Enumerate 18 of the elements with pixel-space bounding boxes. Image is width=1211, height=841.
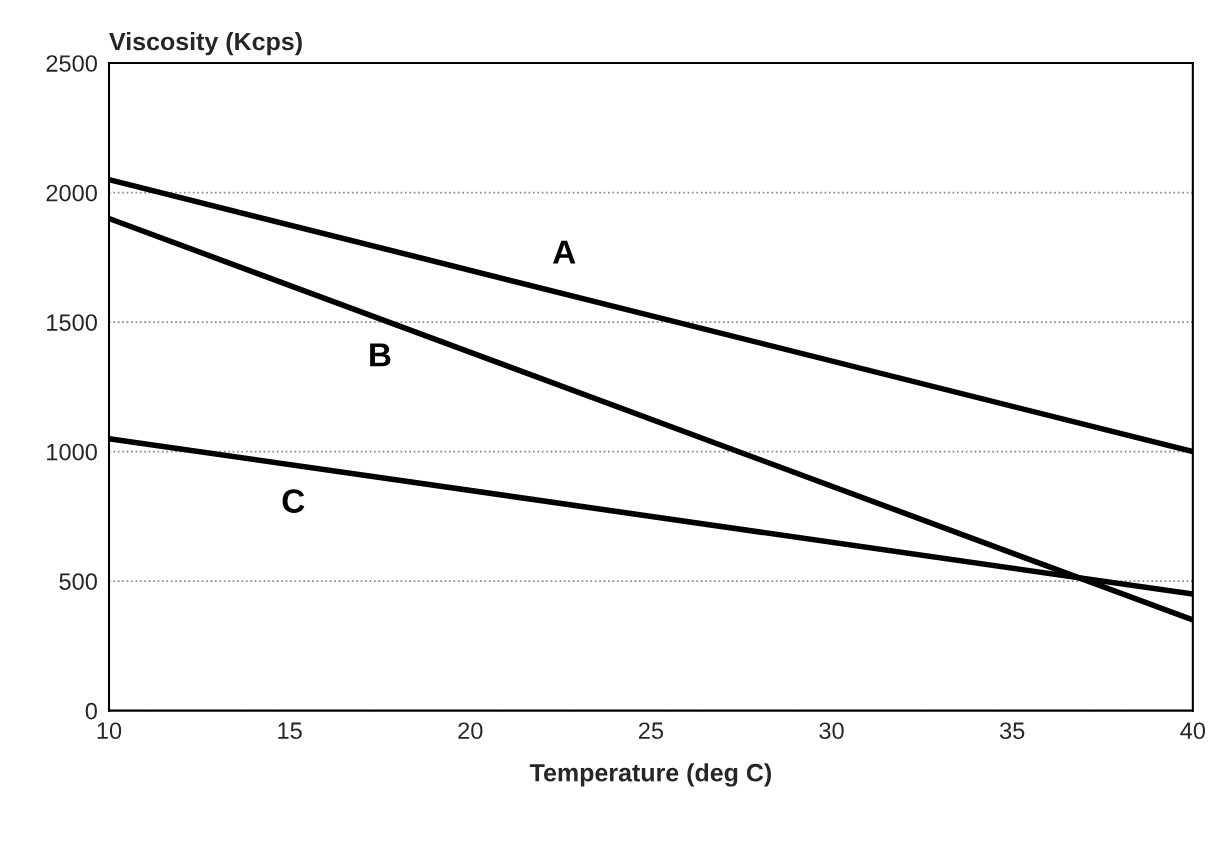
y-tick-label: 1500 — [47, 314, 97, 331]
x-tick-label: 10 — [97, 722, 122, 740]
y-tick-label: 2500 — [46, 55, 97, 72]
x-tick-label: 40 — [1180, 722, 1206, 740]
x-tick-label: 20 — [458, 722, 483, 740]
series-label: B — [370, 343, 391, 367]
series-label: A — [553, 240, 576, 264]
y-tick-label: 500 — [59, 573, 97, 590]
x-tick-label: 30 — [819, 722, 844, 740]
x-axis-title: Temperature (deg C) — [529, 763, 771, 787]
x-tick-label: 35 — [999, 722, 1025, 740]
y-tick-label: 2000 — [46, 184, 97, 202]
y-tick-label: 1000 — [47, 443, 97, 461]
y-tick-label: 0 — [85, 702, 97, 720]
x-tick-label: 15 — [278, 722, 302, 740]
x-tick-label: 25 — [638, 722, 664, 740]
series-label: C — [282, 489, 305, 513]
y-axis-title: Viscosity (Kcps) — [109, 32, 302, 56]
